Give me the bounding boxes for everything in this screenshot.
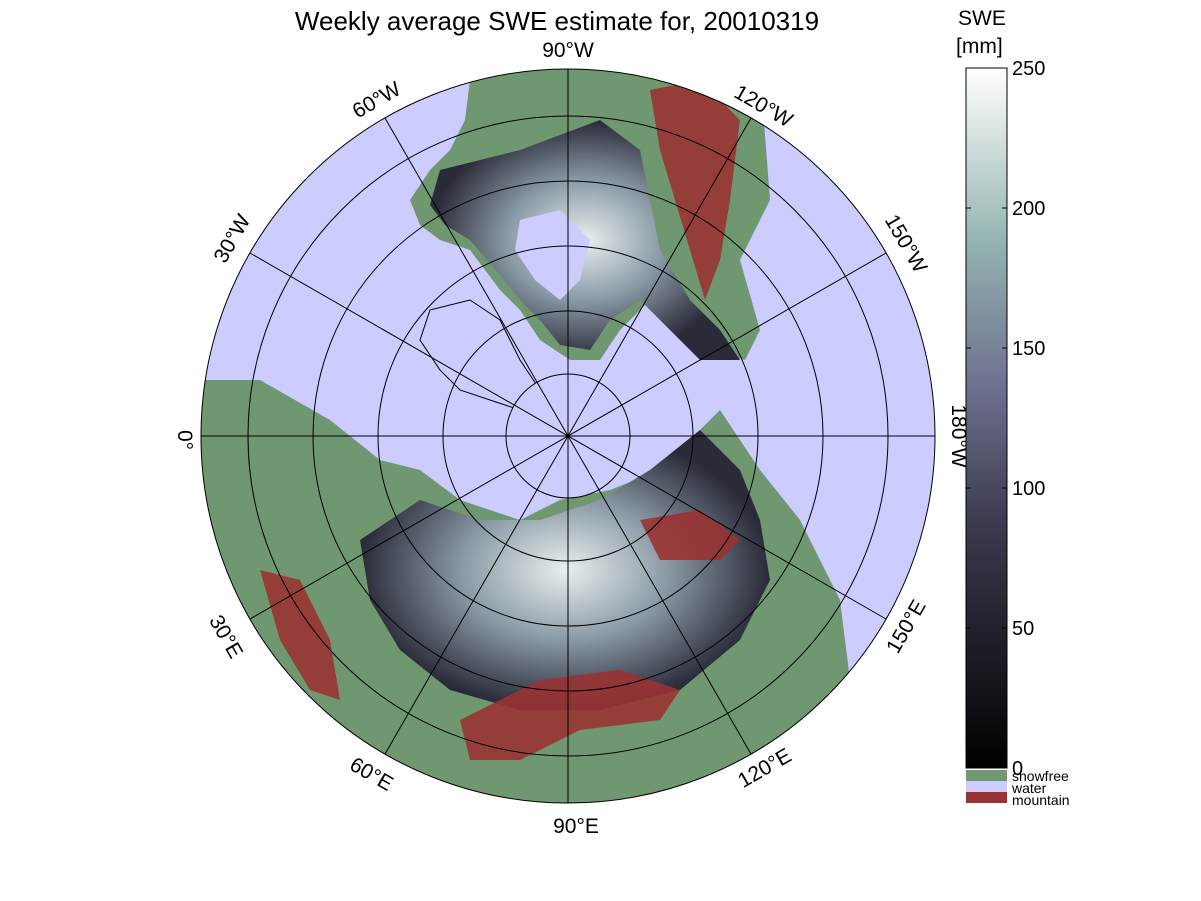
mountain-rockies xyxy=(650,80,740,300)
polar-map xyxy=(201,69,935,803)
colorbar-tick-label: 100 xyxy=(1012,478,1045,500)
lon-label-180w: 180°W xyxy=(947,404,970,467)
colorbar-tick-label: 0 xyxy=(1012,758,1023,780)
colorbar: SWE [mm] 0 50 100 150 200 250 xyxy=(956,7,1045,780)
meridian-lines xyxy=(201,69,935,803)
lon-label-90e: 90°E xyxy=(553,815,599,838)
legend-label-mountain: mountain xyxy=(1012,792,1070,808)
legend-label-water: water xyxy=(1011,780,1047,796)
category-legend: snowfree water mountain xyxy=(966,768,1070,808)
lon-label-30e: 30°E xyxy=(204,611,247,662)
map-title: Weekly average SWE estimate for, 2001031… xyxy=(295,6,819,36)
snowcover-eurasia xyxy=(360,430,770,710)
colorbar-tick-label: 150 xyxy=(1012,338,1045,360)
colorbar-title-line2: [mm] xyxy=(956,35,1003,58)
water-hudson-bay xyxy=(515,210,590,300)
colorbar-tick-label: 200 xyxy=(1012,198,1045,220)
legend-label-snowfree: snowfree xyxy=(1012,768,1069,784)
colorbar-gradient xyxy=(965,67,1008,769)
colorbar-tick-label: 50 xyxy=(1012,618,1034,640)
legend-swatch-snowfree xyxy=(966,770,1007,781)
legend-swatch-mountain xyxy=(966,792,1007,803)
legend-swatch-water xyxy=(966,781,1007,792)
colorbar-tick-label: 250 xyxy=(1012,58,1045,80)
mountain-alps xyxy=(260,570,340,700)
lon-label-0: 0° xyxy=(173,430,196,450)
colorbar-title-line1: SWE xyxy=(958,7,1006,30)
lon-label-90w: 90°W xyxy=(542,39,594,62)
map-border xyxy=(200,68,936,804)
mountain-central-asia xyxy=(460,670,680,760)
mountain-east-siberia xyxy=(640,510,740,560)
lon-label-60e: 60°E xyxy=(346,753,397,796)
colorbar-ticks: 0 50 100 150 200 250 xyxy=(966,58,1045,780)
